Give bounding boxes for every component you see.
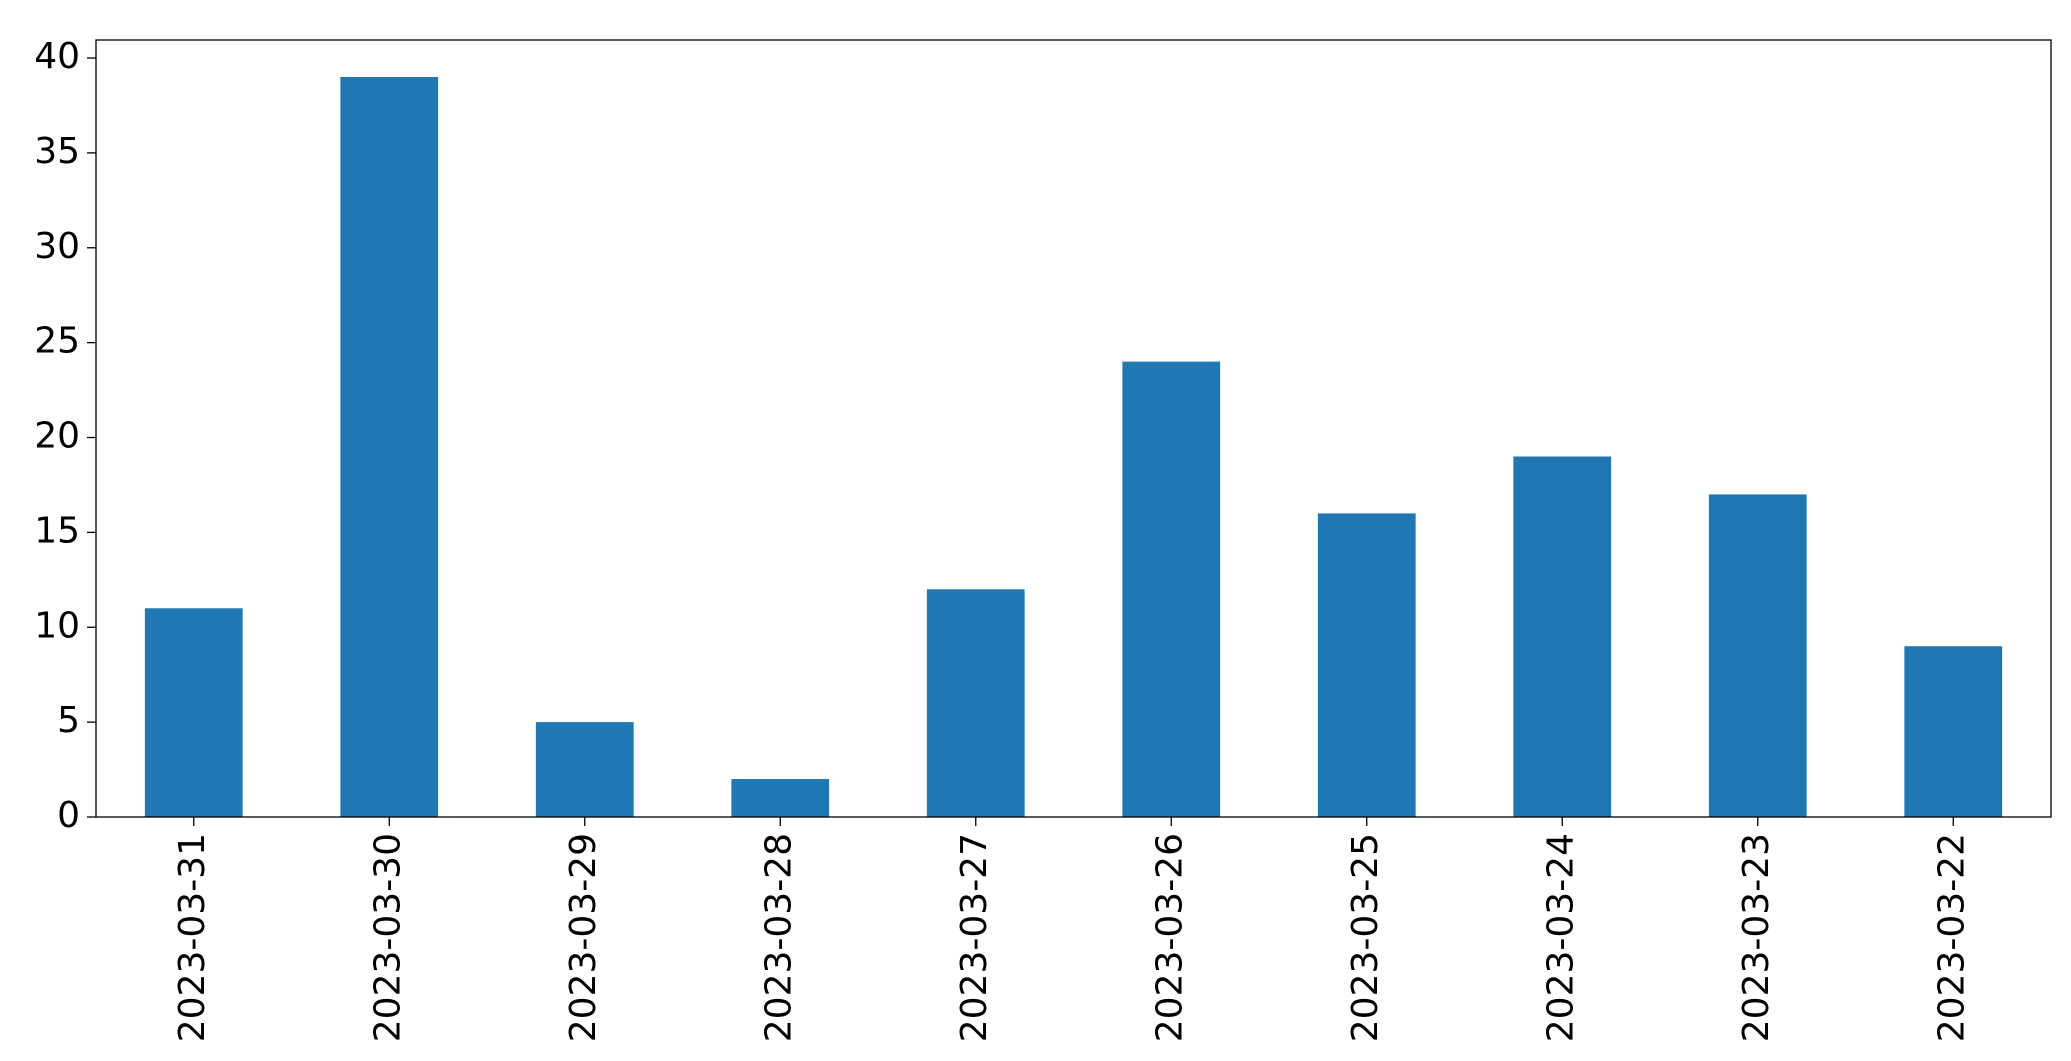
y-tick-label: 35 — [34, 131, 80, 172]
x-tick-label: 2023-03-29 — [563, 833, 604, 1042]
x-tick-label: 2023-03-25 — [1345, 833, 1386, 1042]
y-tick-label: 25 — [34, 321, 80, 362]
bar — [1122, 361, 1221, 817]
y-tick-label: 30 — [34, 226, 80, 267]
axes-frame — [95, 39, 2052, 818]
y-tick-label: 10 — [34, 605, 80, 646]
bar — [926, 589, 1025, 817]
x-tick-label: 2023-03-28 — [758, 833, 799, 1042]
y-tick-label: 15 — [34, 510, 80, 551]
x-tick-label: 2023-03-27 — [954, 833, 995, 1042]
y-tick-label: 40 — [34, 36, 80, 77]
bar — [1904, 646, 2003, 817]
y-tick-label: 0 — [57, 795, 80, 836]
y-tick-label: 5 — [57, 700, 80, 741]
bar — [731, 779, 830, 817]
x-tick-label: 2023-03-24 — [1540, 833, 1581, 1042]
bar — [1513, 456, 1612, 817]
x-tick-label: 2023-03-22 — [1931, 833, 1972, 1042]
bar — [340, 77, 439, 817]
bar — [144, 608, 243, 817]
x-tick-label: 2023-03-30 — [367, 833, 408, 1042]
bar — [1317, 513, 1416, 817]
x-tick-label: 2023-03-31 — [172, 833, 213, 1042]
x-tick-label: 2023-03-23 — [1736, 833, 1777, 1042]
bar — [535, 722, 634, 817]
y-tick-label: 20 — [34, 416, 80, 457]
bar — [1708, 494, 1807, 817]
x-tick-label: 2023-03-26 — [1149, 833, 1190, 1042]
